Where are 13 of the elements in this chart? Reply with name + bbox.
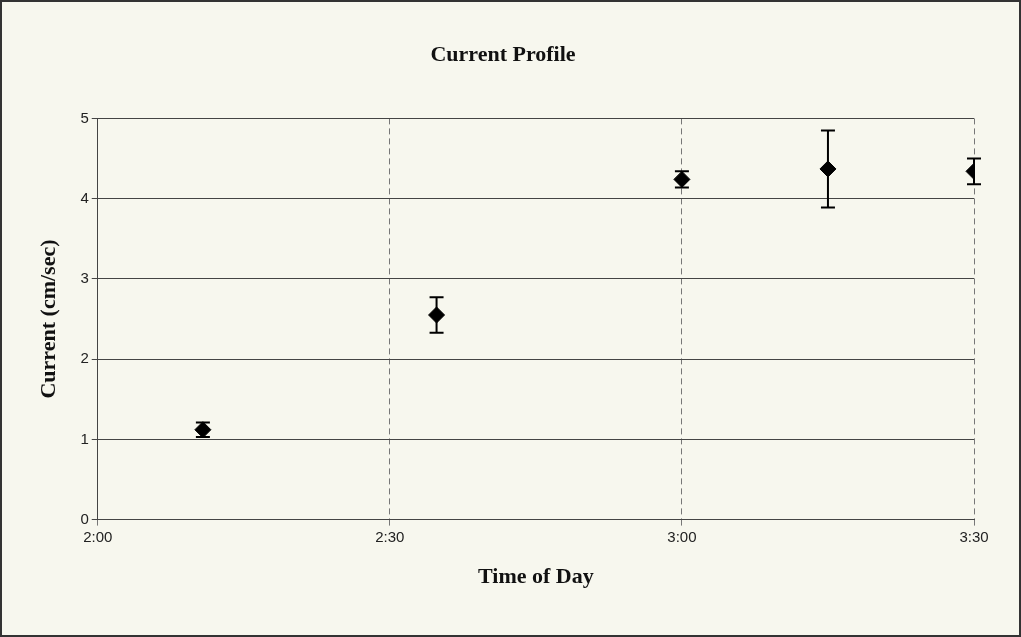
chart-title: Current Profile [430, 40, 576, 66]
x-tick-label: 2:30 [375, 527, 405, 545]
x-tick-label: 2:00 [83, 527, 113, 545]
y-tick-label: 4 [80, 188, 89, 206]
x-axis-title: Time of Day [478, 563, 594, 589]
y-tick-label: 5 [80, 108, 89, 126]
x-tick-label: 3:00 [667, 527, 697, 545]
y-tick-label: 2 [80, 349, 89, 367]
y-tick-label: 1 [80, 429, 89, 447]
x-tick-label: 3:30 [959, 527, 989, 545]
y-axis-title: Current (cm/sec) [34, 239, 60, 399]
y-tick-label: 0 [80, 509, 89, 527]
y-tick-label: 3 [80, 269, 89, 287]
